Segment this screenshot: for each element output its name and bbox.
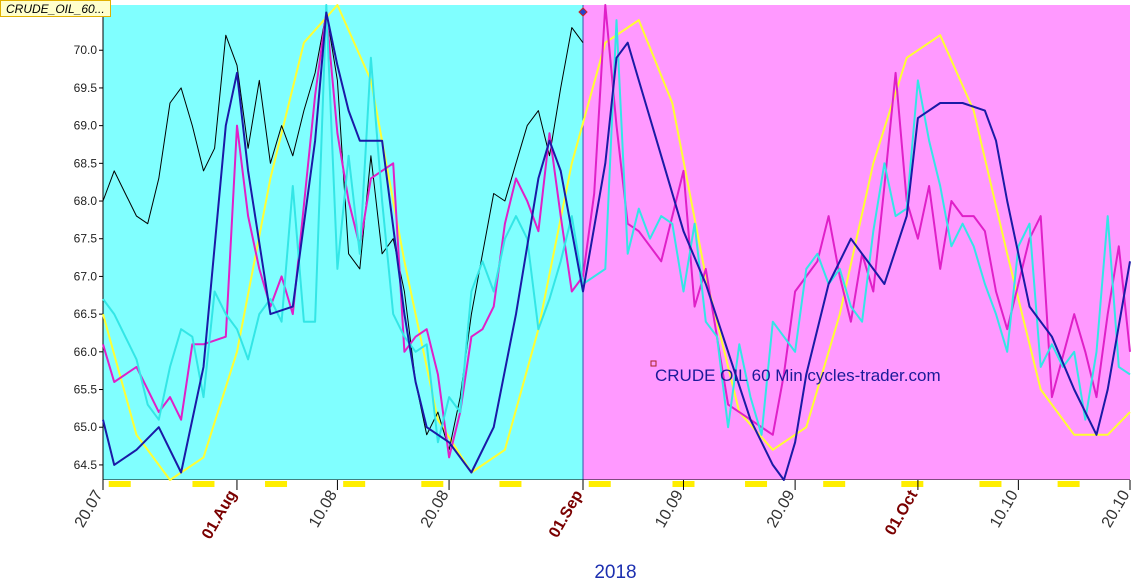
y-tick-label: 67.5	[74, 232, 98, 246]
highlight-mark	[192, 481, 215, 487]
date-strip	[103, 480, 1130, 488]
y-tick-label: 67.0	[74, 269, 98, 283]
x-tick-label: 10.08	[306, 487, 341, 530]
y-tick-label: 69.5	[74, 81, 98, 95]
highlight-mark	[588, 481, 611, 487]
y-tick-label: 70.0	[74, 43, 98, 57]
highlight-mark	[265, 481, 288, 487]
x-tick-label: 01.Aug	[199, 488, 240, 543]
split-marker-icon	[578, 7, 588, 17]
y-tick-label: 64.5	[74, 458, 98, 472]
x-axis-title: 2018	[594, 562, 637, 583]
chart-annotation: CRUDE OIL 60 Min cycles-trader.com	[655, 366, 941, 385]
series-lines	[102, 4, 1131, 481]
highlight-mark	[823, 481, 846, 487]
x-tick-label: 01.Sep	[546, 487, 587, 540]
series-navy	[102, 11, 1131, 481]
highlight-mark	[1057, 481, 1080, 487]
series-cyan	[102, 4, 1131, 444]
highlight-mark	[343, 481, 366, 487]
x-tick-label: 20.09	[764, 487, 799, 530]
chart-symbol-label[interactable]: CRUDE_OIL_60...	[0, 0, 111, 17]
x-tick-label: 20.08	[418, 487, 453, 530]
y-tick-label: 66.0	[74, 345, 98, 359]
annotation-anchor-icon	[650, 360, 657, 367]
x-tick-label: 10.10	[987, 487, 1022, 530]
highlight-mark	[499, 481, 522, 487]
y-tick-label: 68.5	[74, 156, 98, 170]
y-tick-label: 65.0	[74, 420, 98, 434]
x-tick-label: 20.10	[1099, 487, 1134, 530]
x-tick-label: 10.09	[652, 487, 687, 530]
x-tick-label: 20.07	[72, 487, 107, 530]
highlight-mark	[421, 481, 444, 487]
series-yellow	[102, 4, 1131, 481]
axes	[99, 5, 1131, 490]
y-tick-label: 68.0	[74, 194, 98, 208]
y-tick-label: 65.5	[74, 383, 98, 397]
y-tick-label: 66.5	[74, 307, 98, 321]
highlight-mark	[745, 481, 768, 487]
highlight-mark	[108, 481, 131, 487]
highlight-mark	[901, 481, 924, 487]
x-tick-label: 01.Oct	[882, 487, 922, 538]
y-tick-label: 69.0	[74, 119, 98, 133]
highlight-mark	[979, 481, 1002, 487]
series-magenta	[102, 4, 1131, 459]
